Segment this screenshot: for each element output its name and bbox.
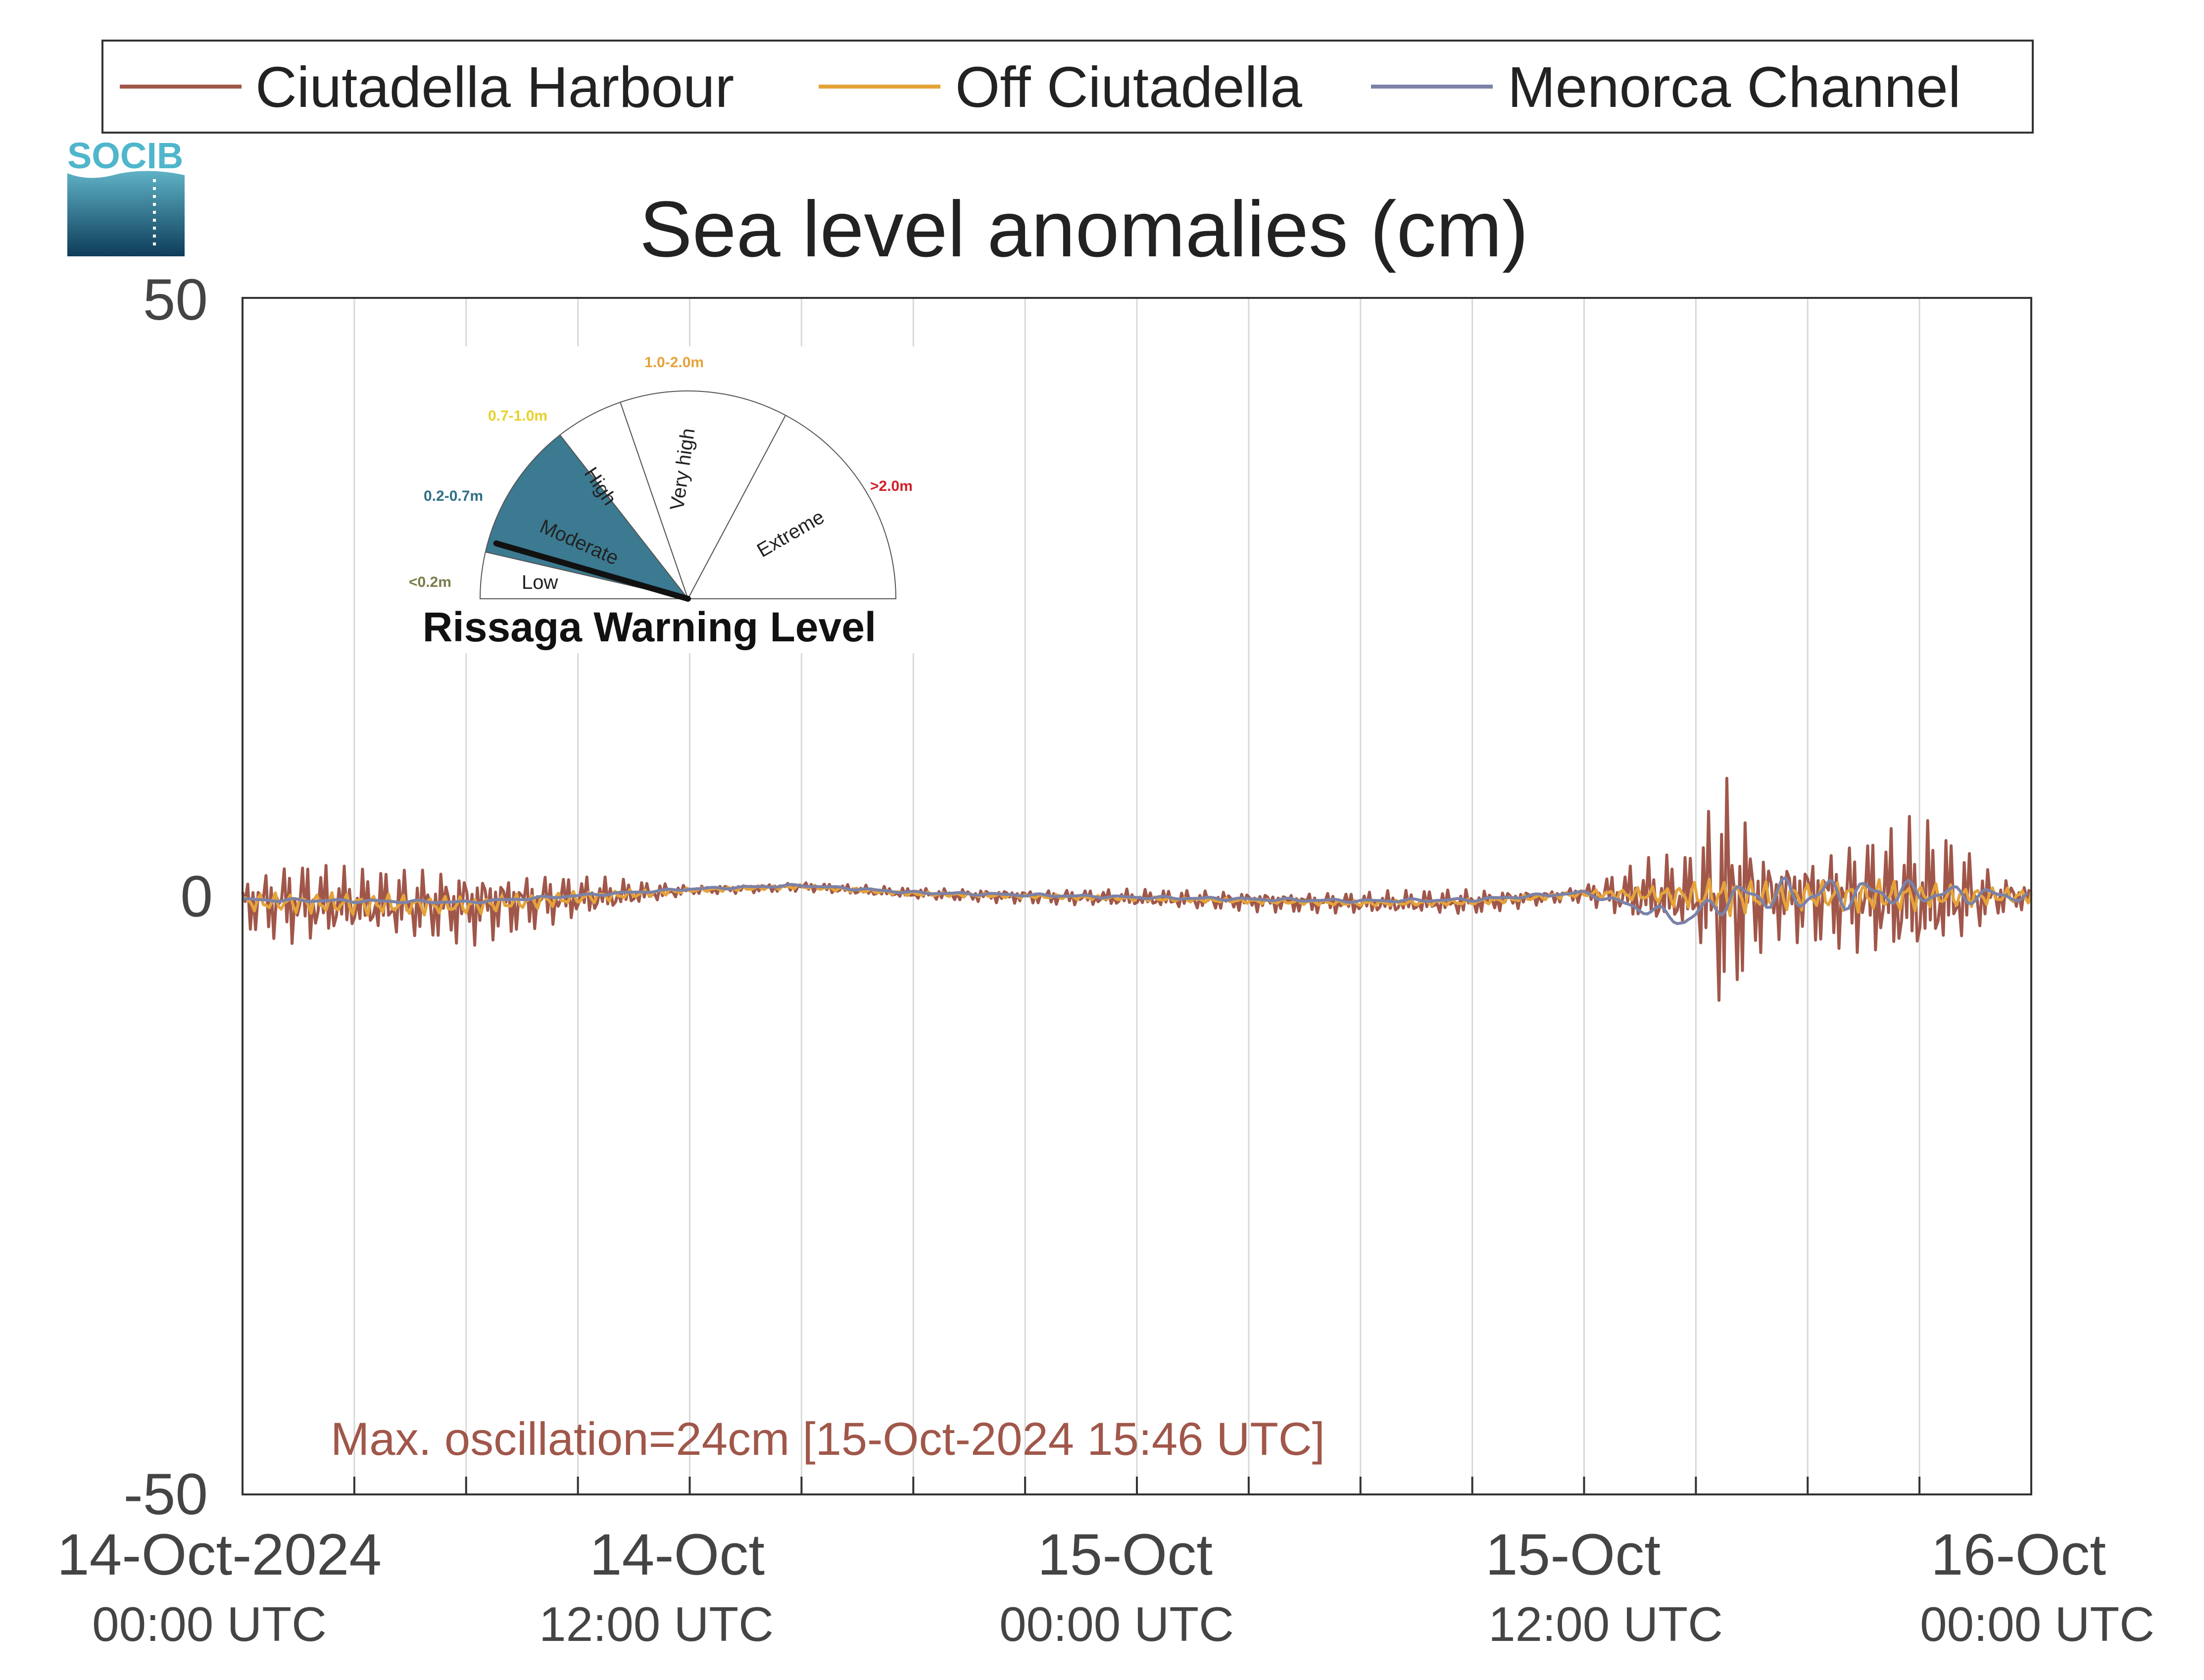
x-tick-time-3: 12:00 UTC bbox=[1488, 1597, 1723, 1651]
logo-wave-block bbox=[67, 171, 185, 256]
chart-title: Sea level anomalies (cm) bbox=[639, 185, 1528, 273]
socib-logo: SOCIB bbox=[67, 135, 185, 256]
legend-label-menorca-channel: Menorca Channel bbox=[1508, 55, 1961, 119]
gauge-range-low: <0.2m bbox=[409, 574, 451, 590]
y-tick-label-zero: 0 bbox=[180, 864, 213, 929]
legend-label-off-ciutadella: Off Ciutadella bbox=[955, 55, 1302, 119]
gauge-sector-high bbox=[559, 401, 688, 599]
x-tick-date-0: 14-Oct-2024 bbox=[57, 1522, 382, 1587]
rissaga-gauge: Low Moderate High Very high Extreme <0.2… bbox=[401, 346, 921, 653]
x-tick-time-1: 12:00 UTC bbox=[539, 1597, 774, 1651]
x-tick-time-4: 00:00 UTC bbox=[1920, 1597, 2155, 1651]
x-tick-date-3: 15-Oct bbox=[1485, 1522, 1661, 1587]
series-group bbox=[241, 776, 2033, 1002]
gauge-label-low: Low bbox=[522, 572, 558, 593]
gauge-needle bbox=[493, 540, 691, 602]
x-tick-time-2: 00:00 UTC bbox=[999, 1597, 1234, 1651]
max-oscillation-annotation: Max. oscillation=24cm [15-Oct-2024 15:46… bbox=[331, 1413, 1325, 1465]
gauge-sector-extreme bbox=[687, 414, 897, 599]
gauge-title: Rissaga Warning Level bbox=[423, 604, 877, 650]
gauge-range-high: 0.7-1.0m bbox=[488, 408, 547, 424]
gauge-range-extreme: >2.0m bbox=[870, 478, 913, 494]
gauge-sector-very-high bbox=[620, 390, 786, 600]
legend-label-ciutadella-harbour: Ciutadella Harbour bbox=[255, 55, 734, 119]
y-tick-label-bottom: -50 bbox=[123, 1462, 208, 1527]
x-ticks bbox=[353, 1477, 1921, 1494]
x-tick-date-1: 14-Oct bbox=[589, 1522, 765, 1587]
gauge-range-very-high: 1.0-2.0m bbox=[644, 354, 704, 371]
plot-area bbox=[241, 297, 2033, 1495]
legend-frame bbox=[101, 40, 2034, 134]
x-tick-date-4: 16-Oct bbox=[1931, 1522, 2106, 1587]
x-tick-time-0: 00:00 UTC bbox=[92, 1597, 327, 1651]
gauge-range-moderate: 0.2-0.7m bbox=[424, 488, 483, 504]
series-line-menorca-channel bbox=[242, 876, 2029, 925]
legend: Ciutadella Harbour Off Ciutadella Menorc… bbox=[101, 40, 2034, 134]
logo-text: SOCIB bbox=[67, 135, 183, 176]
x-tick-date-2: 15-Oct bbox=[1037, 1522, 1213, 1587]
y-tick-label-top: 50 bbox=[143, 267, 208, 333]
